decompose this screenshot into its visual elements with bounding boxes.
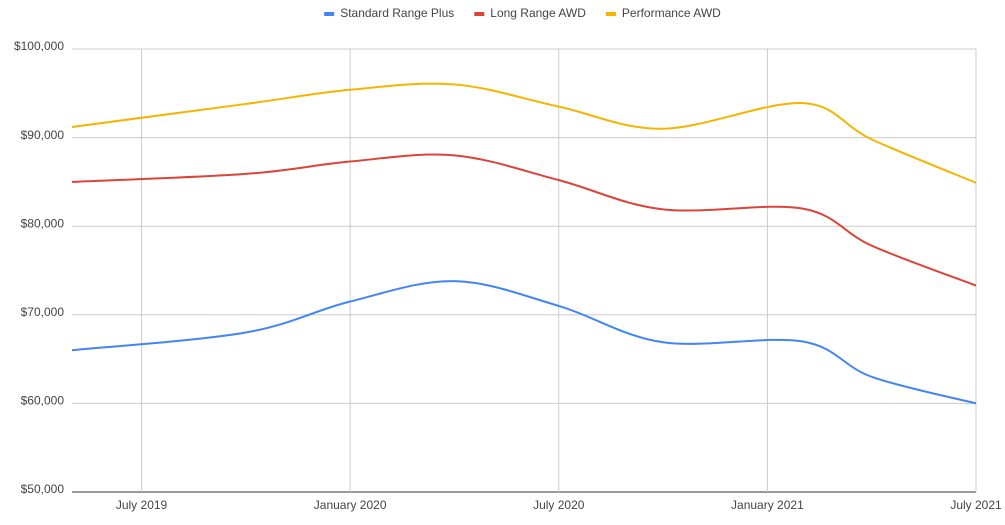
y-tick-label: $60,000 [21,394,65,408]
legend-label: Standard Range Plus [340,6,454,20]
x-tick-label: July 2020 [533,498,585,512]
legend-swatch [324,12,335,16]
legend-label: Long Range AWD [490,6,586,20]
y-tick-label: $70,000 [21,305,65,319]
legend-label: Performance AWD [622,6,721,20]
y-tick-label: $80,000 [21,216,65,230]
y-tick-label: $50,000 [21,482,65,496]
x-tick-label: January 2021 [731,498,804,512]
y-tick-label: $90,000 [21,128,65,142]
x-tick-label: July 2019 [116,498,168,512]
series-line [71,153,977,287]
legend-swatch [474,12,485,16]
x-tick-label: January 2020 [314,498,387,512]
legend-swatch [605,12,616,16]
x-tick-label: July 2021 [950,498,1002,512]
series-line [71,82,977,184]
series-line [71,280,977,405]
y-tick-label: $100,000 [14,39,64,53]
